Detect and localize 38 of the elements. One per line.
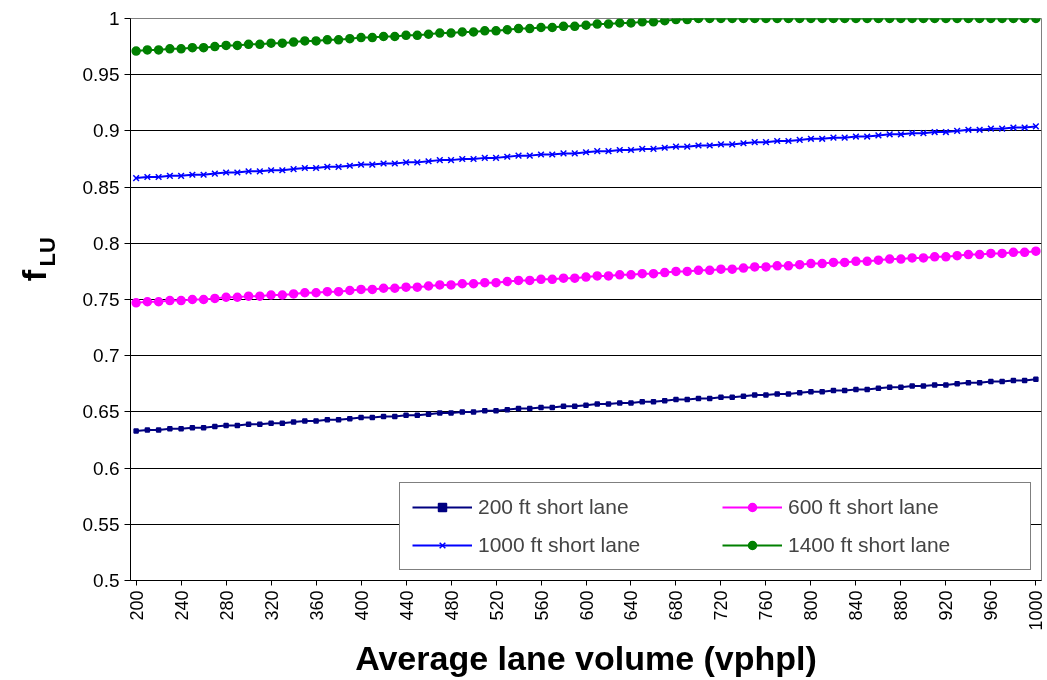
y-tick-label: 0.85 <box>82 176 120 198</box>
x-tick-label: 600 <box>576 590 597 621</box>
legend-label: 200 ft short lane <box>478 495 630 519</box>
x-tick-label: 760 <box>756 590 777 621</box>
legend-label: 600 ft short lane <box>788 495 940 519</box>
x-axis-title: Average lane volume (vphpl) <box>355 638 817 677</box>
x-tick-label: 680 <box>666 590 687 621</box>
legend-label: 1000 ft short lane <box>478 533 642 557</box>
y-tick-label: 0.8 <box>93 232 120 254</box>
x-tick-label: 200 <box>126 590 147 621</box>
y-axis-title: fLU <box>14 237 60 282</box>
x-tick-label: 240 <box>171 590 192 621</box>
y-tick-label: 0.55 <box>82 513 120 535</box>
x-tick-label: 880 <box>891 590 912 621</box>
x-tick-label: 320 <box>261 590 282 621</box>
x-tick-label: 400 <box>351 590 372 621</box>
y-tick-label: 0.75 <box>82 289 120 310</box>
y-tick-label: 0.5 <box>93 570 120 591</box>
x-tick-label: 800 <box>801 590 822 621</box>
x-tick-label: 960 <box>981 590 1002 621</box>
x-tick-label: 440 <box>396 590 417 621</box>
legend-label: 1400 ft short lane <box>788 533 952 557</box>
y-tick-label: 0.9 <box>93 120 120 142</box>
x-tick-label: 1000 <box>1026 590 1047 631</box>
x-tick-label: 920 <box>936 590 957 621</box>
y-tick-label: 0.6 <box>93 457 120 479</box>
y-tick-label: 0.65 <box>82 401 120 423</box>
x-tick-label: 560 <box>531 590 552 621</box>
y-tick-label: 0.95 <box>82 64 120 86</box>
x-tick-label: 280 <box>216 590 237 621</box>
x-tick-label: 480 <box>441 590 462 621</box>
x-tick-label: 640 <box>621 590 642 621</box>
y-tick-label: 1 <box>108 8 120 29</box>
x-tick-label: 520 <box>486 590 507 621</box>
x-tick-label: 360 <box>306 590 327 621</box>
y-tick-label: 0.7 <box>93 345 120 367</box>
x-tick-label: 720 <box>711 590 732 621</box>
x-tick-label: 840 <box>846 590 867 621</box>
